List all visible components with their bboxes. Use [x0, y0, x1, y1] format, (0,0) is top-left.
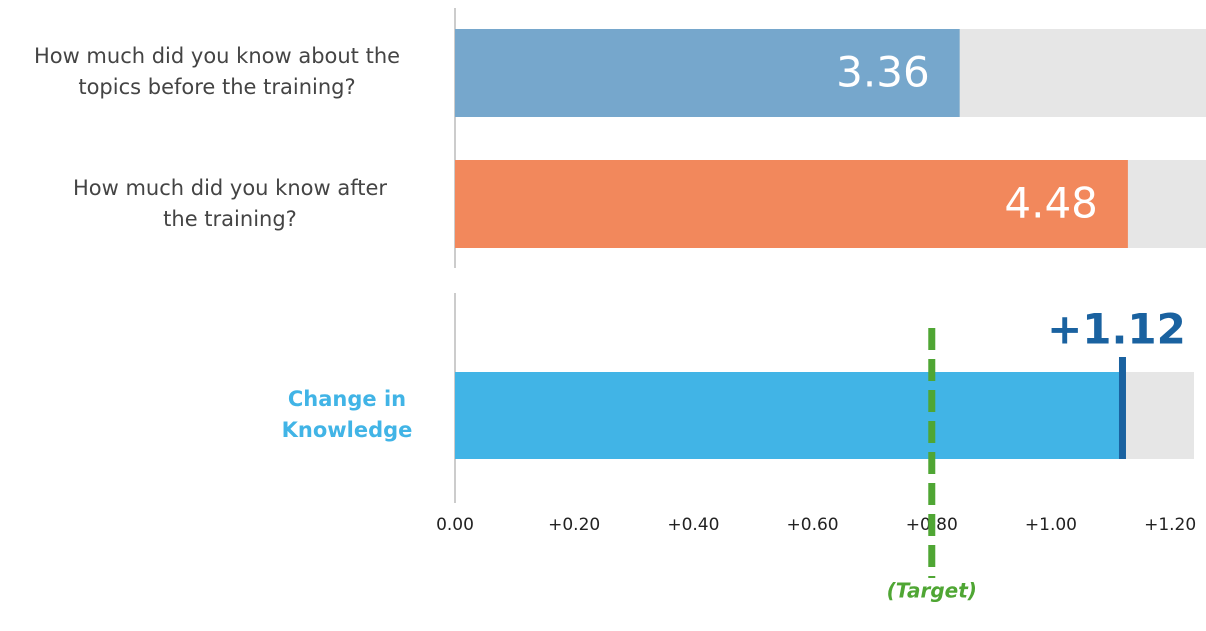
- bar: [455, 160, 1128, 248]
- x-tick-label: +0.60: [787, 515, 839, 535]
- x-tick-label: +0.40: [667, 515, 719, 535]
- value-label: 3.36: [836, 48, 930, 97]
- target-label: (Target): [887, 579, 977, 603]
- value-label: +1.12: [1047, 305, 1186, 354]
- bar: [455, 372, 1123, 459]
- bar: [455, 29, 960, 117]
- x-tick-label: +1.20: [1144, 515, 1196, 535]
- category-label: How much did you know after the training…: [72, 176, 388, 231]
- category-label: How much did you know about the topics b…: [33, 44, 401, 99]
- value-label: 4.48: [1004, 179, 1098, 228]
- category-label: Change in Knowledge: [281, 387, 413, 442]
- x-tick-label: 0.00: [436, 515, 474, 535]
- x-tick-label: +0.20: [548, 515, 600, 535]
- x-tick-label: +1.00: [1025, 515, 1077, 535]
